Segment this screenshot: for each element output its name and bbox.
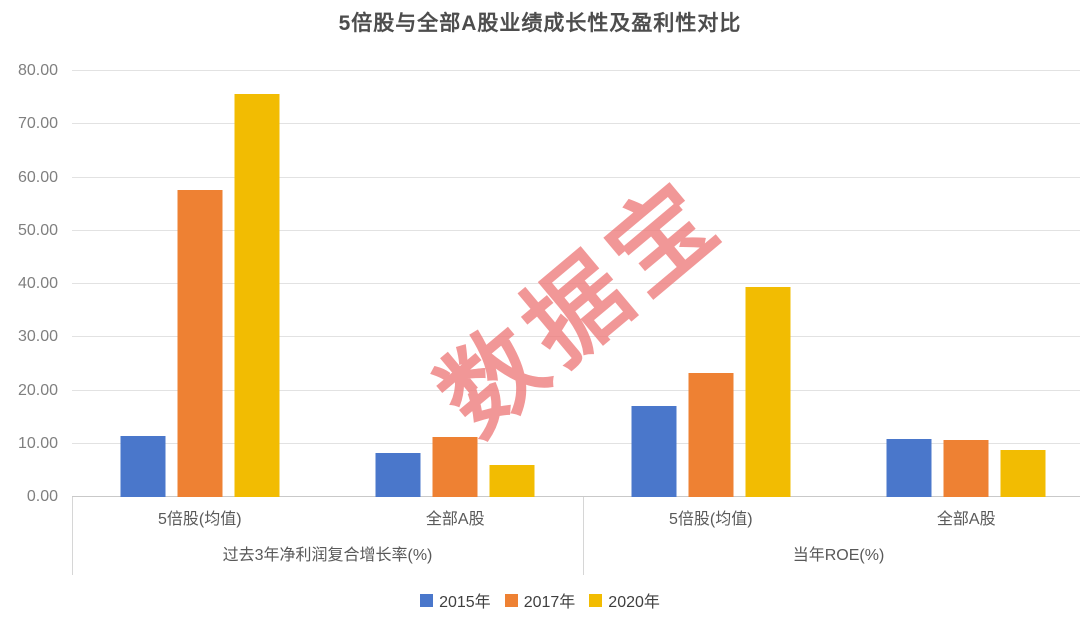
bar-2015年-全部A股 — [886, 438, 932, 497]
category-label: 5倍股(均值) — [157, 511, 242, 528]
legend: 2015年 2017年 2020年 — [0, 588, 1080, 612]
y-tick-label: 80.00 — [17, 62, 58, 79]
y-tick-label: 10.00 — [17, 434, 58, 452]
gridline — [72, 123, 1080, 125]
legend-item: 2017年 — [504, 588, 576, 612]
bar-cluster — [375, 71, 535, 497]
bar-2020年-全部A股 — [489, 465, 535, 497]
bar-2017年-5倍股(均值) — [177, 189, 223, 497]
y-tick-label: 60.00 — [17, 168, 58, 186]
bar-2017年-全部A股 — [943, 439, 989, 497]
group-label: 当年ROE(%) — [792, 547, 885, 564]
chart-title: 5倍股与全部A股业绩成长性及盈利性对比 — [338, 12, 742, 35]
gridline — [72, 283, 1080, 284]
gridline — [72, 229, 1080, 231]
y-tick-label: 30.00 — [17, 328, 58, 346]
legend-label: 2020年 — [608, 594, 660, 611]
legend-label: 2017年 — [523, 594, 576, 611]
y-tick-label: 70.00 — [17, 115, 58, 133]
y-tick-label: 50.00 — [17, 221, 58, 239]
legend-swatch-2015年 — [420, 593, 434, 607]
bar-cluster — [631, 71, 791, 497]
legend-swatch-2020年 — [589, 593, 603, 607]
plot-area — [72, 70, 1080, 497]
x-axis-line — [72, 496, 1080, 497]
gridline — [72, 336, 1080, 338]
x-axis-bands: 5倍股(均值) 全部A股 5倍股(均值) 全部A股过去3年净利润复合增长率(%) 当年R… — [72, 497, 1080, 575]
bar-2020年-全部A股 — [1000, 449, 1046, 497]
gridline — [72, 176, 1080, 178]
bar-2020年-5倍股(均值) — [745, 287, 791, 497]
category-label: 5倍股(均值) — [668, 511, 753, 528]
legend-swatch-2017年 — [504, 593, 518, 607]
bar-cluster — [886, 71, 1046, 497]
legend-item: 2020年 — [589, 588, 660, 612]
legend-label: 2015年 — [439, 594, 491, 611]
bar-2015年-5倍股(均值) — [631, 405, 677, 497]
axis-band-divider — [72, 497, 73, 575]
y-axis: 0.00 10.00 20.00 30.00 40.00 50.00 60.00 70.00 8… — [0, 62, 58, 505]
legend-item: 2015年 — [420, 588, 491, 612]
bar-2015年-全部A股 — [375, 453, 421, 497]
gridline — [72, 70, 1080, 71]
y-tick-label: 20.00 — [17, 381, 58, 399]
bar-2015年-5倍股(均值) — [120, 435, 166, 497]
bar-2017年-5倍股(均值) — [688, 372, 734, 497]
bar-2020年-5倍股(均值) — [234, 93, 280, 497]
y-tick-label: 0.00 — [26, 488, 58, 505]
axis-band-divider — [583, 497, 584, 575]
gridline — [72, 389, 1080, 391]
category-label: 全部A股 — [425, 511, 485, 528]
bar-2017年-全部A股 — [432, 437, 478, 497]
gridline — [72, 442, 1080, 444]
bar-cluster — [120, 71, 280, 497]
category-label: 全部A股 — [936, 511, 996, 528]
group-label: 过去3年净利润复合增长率(%) — [222, 547, 433, 564]
y-tick-label: 40.00 — [17, 275, 58, 292]
